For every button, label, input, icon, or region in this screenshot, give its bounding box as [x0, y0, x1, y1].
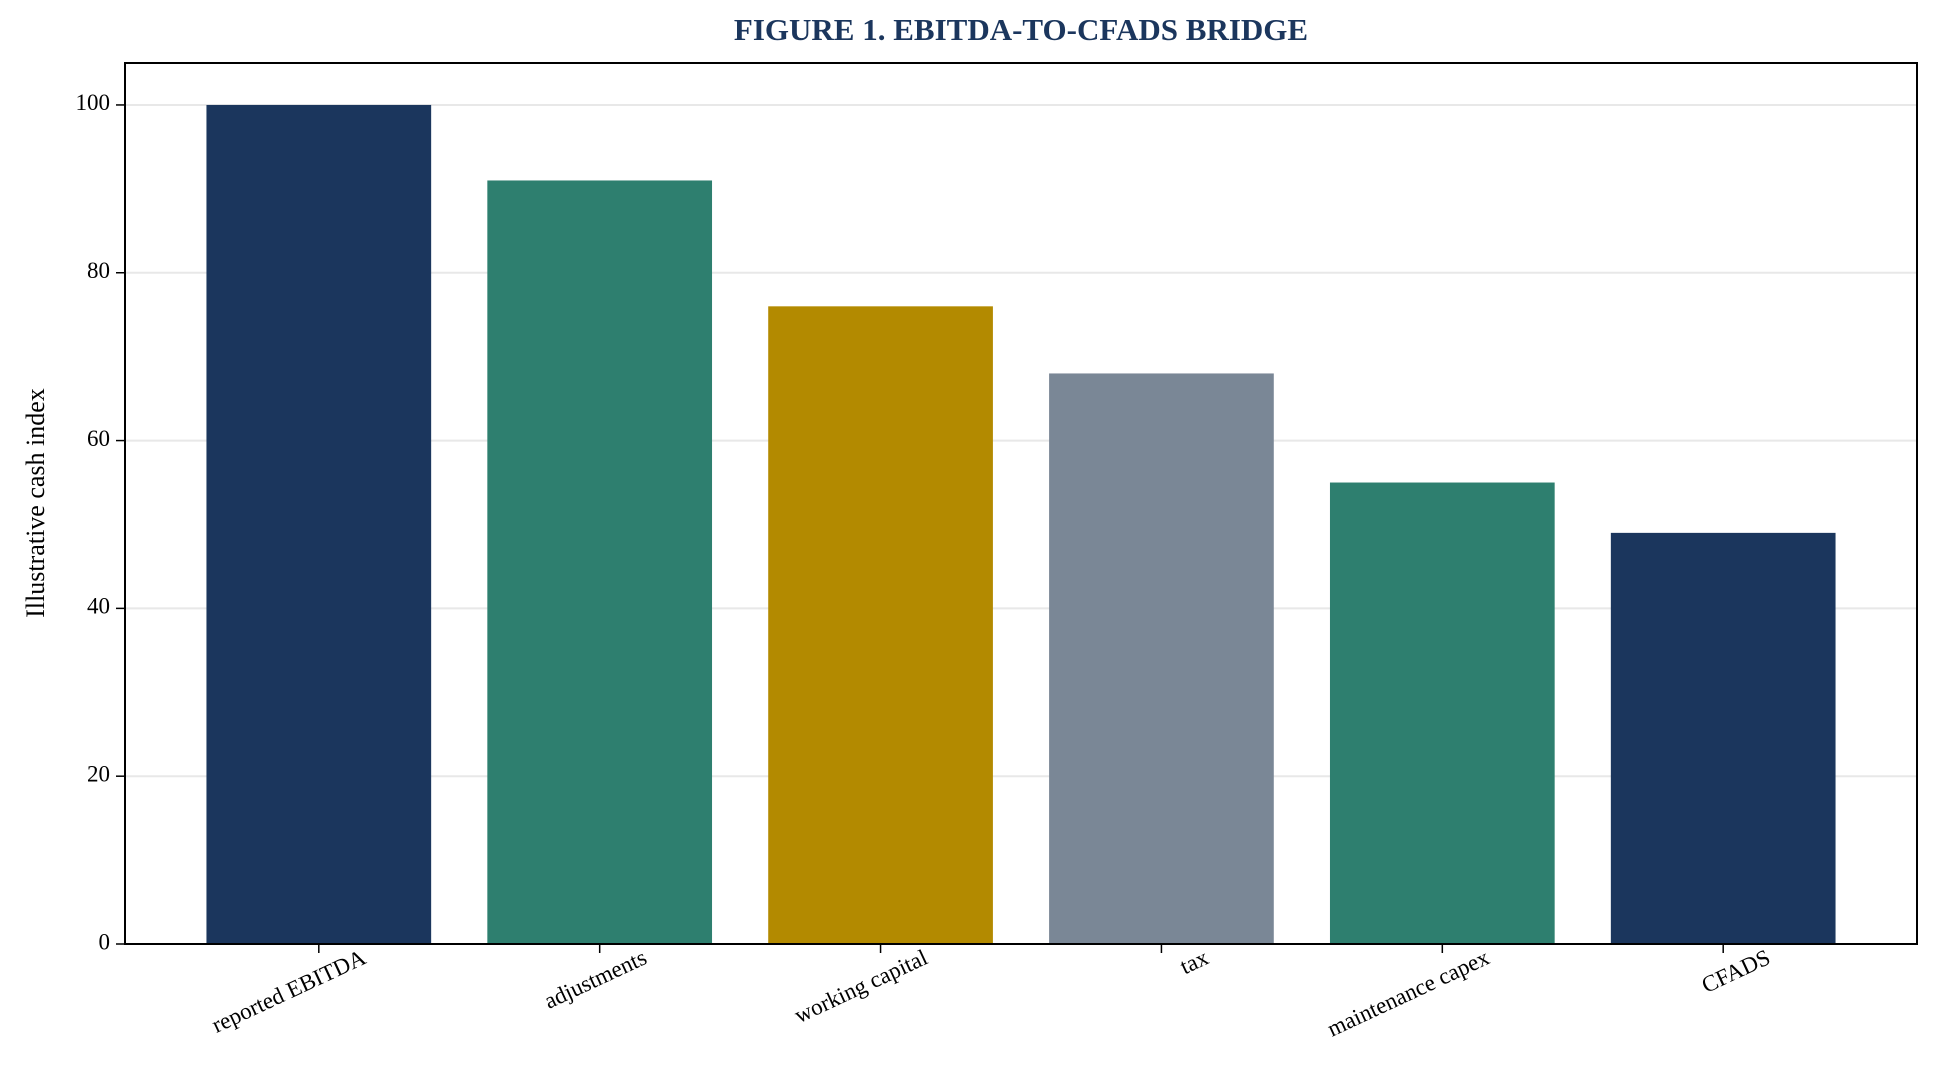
x-tick-label: maintenance capex: [1323, 944, 1493, 1041]
y-tick-label: 0: [99, 929, 111, 954]
bar: [1049, 373, 1274, 944]
bar: [1329, 482, 1555, 944]
y-tick-label: 40: [87, 594, 110, 619]
x-tick-label: reported EBITDA: [208, 944, 370, 1037]
x-tick-label: tax: [1176, 944, 1212, 979]
plot-frame: [124, 62, 1918, 945]
bar: [487, 180, 713, 944]
y-tick-label: 80: [87, 258, 110, 283]
bar: [1610, 532, 1836, 944]
chart-title: FIGURE 1. EBITDA-TO-CFADS BRIDGE: [734, 12, 1308, 47]
bar: [768, 306, 993, 944]
y-tick-label: 20: [87, 761, 110, 786]
bar: [206, 104, 432, 944]
y-tick-label: 60: [87, 426, 110, 451]
x-tick-label: adjustments: [540, 945, 650, 1014]
y-tick-label: 100: [76, 90, 111, 115]
x-tick-label: working capital: [791, 945, 932, 1028]
y-axis-label: Illustrative cash index: [21, 388, 50, 618]
x-tick-label: CFADS: [1698, 945, 1774, 998]
